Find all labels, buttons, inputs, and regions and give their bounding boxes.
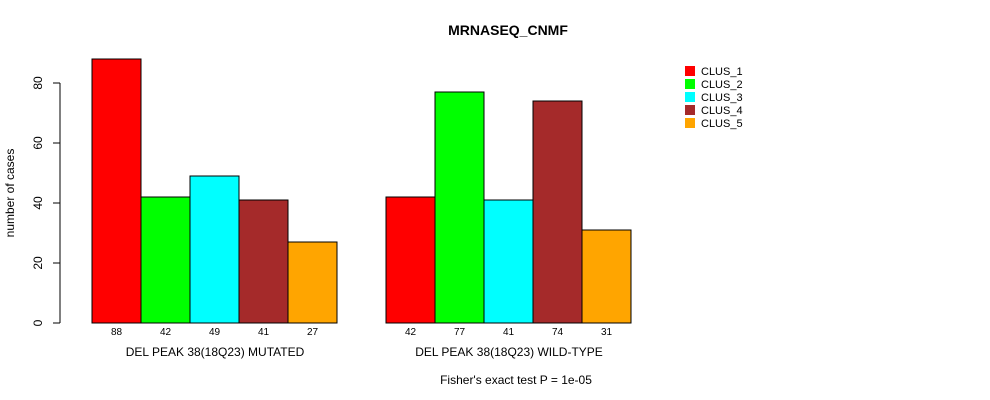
legend-label-clus_2: CLUS_2: [701, 79, 743, 91]
y-tick-label-60: 60: [31, 136, 45, 150]
bar-clus_5-group-2: [581, 229, 632, 324]
bar-clus_1-group-2: [385, 196, 436, 324]
bar-value-label-clus_1-group-1: 88: [111, 327, 123, 338]
bar-clus_4-group-2: [532, 100, 583, 324]
legend-swatch-clus_2: [685, 79, 695, 89]
y-tick-label-40: 40: [31, 196, 45, 210]
bars: [91, 58, 632, 324]
bar-clus_1-group-1: [91, 58, 142, 324]
y-tick-label-80: 80: [31, 76, 45, 90]
bar-value-label-clus_2-group-1: 42: [160, 327, 172, 338]
bar-clus_3-group-2: [483, 199, 534, 324]
bar-clus_4-group-1: [238, 199, 289, 324]
bar-value-label-clus_2-group-2: 77: [454, 327, 466, 338]
y-axis-label: number of cases: [3, 149, 17, 238]
bar-value-label-clus_4-group-2: 74: [552, 327, 564, 338]
legend-label-clus_4: CLUS_4: [701, 105, 743, 117]
legend-label-clus_5: CLUS_5: [701, 118, 743, 130]
legend-swatch-clus_4: [685, 105, 695, 115]
y-axis: 0 20 40 60 80: [31, 76, 61, 326]
legend-swatch-clus_5: [685, 118, 695, 128]
bar-value-label-clus_3-group-1: 49: [209, 327, 221, 338]
bar-value-label-clus_5-group-1: 27: [307, 327, 319, 338]
bar-value-label-clus_3-group-2: 41: [503, 327, 515, 338]
bar-value-label-clus_1-group-2: 42: [405, 327, 417, 338]
bar-value-labels: 88 42 49 41 27 42 77 41 74 31: [111, 327, 613, 338]
chart-title: MRNASEQ_CNMF: [448, 22, 568, 38]
y-tick-label-0: 0: [31, 319, 45, 326]
group-label-wild-type: DEL PEAK 38(18Q23) WILD-TYPE: [415, 345, 603, 359]
legend-label-clus_3: CLUS_3: [701, 92, 743, 104]
legend-swatch-clus_1: [685, 66, 695, 76]
footnote: Fisher's exact test P = 1e-05: [440, 373, 592, 387]
bar-clus_2-group-1: [140, 196, 191, 324]
legend-swatch-clus_3: [685, 92, 695, 102]
bar-value-label-clus_5-group-2: 31: [601, 327, 613, 338]
bar-clus_3-group-1: [189, 175, 240, 324]
group-label-mutated: DEL PEAK 38(18Q23) MUTATED: [126, 345, 305, 359]
y-tick-label-20: 20: [31, 256, 45, 270]
bar-clus_2-group-2: [434, 91, 485, 324]
bar-value-label-clus_4-group-1: 41: [258, 327, 270, 338]
bar-clus_5-group-1: [287, 241, 338, 324]
legend-label-clus_1: CLUS_1: [701, 66, 743, 78]
